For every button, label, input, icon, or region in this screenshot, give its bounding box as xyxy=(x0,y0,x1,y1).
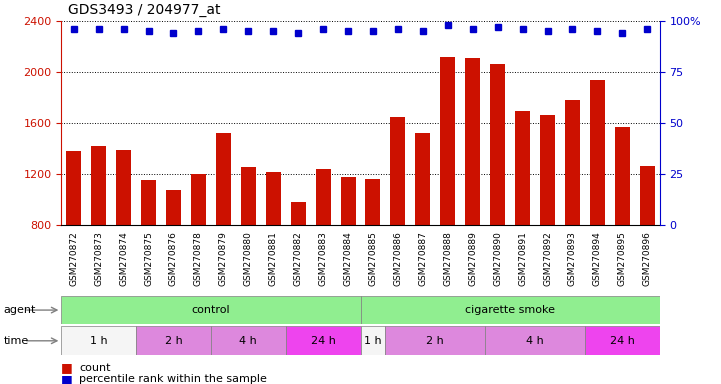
Bar xyxy=(116,150,131,225)
Bar xyxy=(366,179,381,225)
Bar xyxy=(485,326,585,355)
Bar xyxy=(441,57,455,225)
Bar xyxy=(640,166,655,225)
Bar xyxy=(490,65,505,225)
Text: 1 h: 1 h xyxy=(90,336,107,346)
Text: 4 h: 4 h xyxy=(239,336,257,346)
Text: 1 h: 1 h xyxy=(364,336,382,346)
Text: count: count xyxy=(79,363,111,373)
Text: agent: agent xyxy=(4,305,36,315)
Bar xyxy=(61,296,360,324)
Bar xyxy=(515,111,530,225)
Bar xyxy=(166,190,181,225)
Bar xyxy=(241,167,256,225)
Bar xyxy=(291,202,306,225)
Bar xyxy=(615,127,630,225)
Bar xyxy=(565,100,580,225)
Text: 2 h: 2 h xyxy=(164,336,182,346)
Text: 24 h: 24 h xyxy=(311,336,335,346)
Bar xyxy=(391,116,405,225)
Text: 24 h: 24 h xyxy=(610,336,634,346)
Bar xyxy=(141,180,156,225)
Bar xyxy=(91,146,106,225)
Text: time: time xyxy=(4,336,29,346)
Bar xyxy=(316,169,330,225)
Bar xyxy=(415,133,430,225)
Text: percentile rank within the sample: percentile rank within the sample xyxy=(79,374,267,384)
Text: 4 h: 4 h xyxy=(526,336,544,346)
Bar xyxy=(590,79,605,225)
Bar xyxy=(360,296,660,324)
Text: 2 h: 2 h xyxy=(426,336,444,346)
Text: ■: ■ xyxy=(61,361,73,374)
Bar xyxy=(340,177,355,225)
Bar xyxy=(61,326,136,355)
Text: GDS3493 / 204977_at: GDS3493 / 204977_at xyxy=(68,3,221,17)
Bar xyxy=(286,326,360,355)
Bar xyxy=(136,326,211,355)
Bar xyxy=(360,326,386,355)
Bar xyxy=(191,174,206,225)
Bar xyxy=(211,326,286,355)
Bar xyxy=(66,151,81,225)
Bar xyxy=(266,172,280,225)
Text: cigarette smoke: cigarette smoke xyxy=(465,305,555,315)
Bar xyxy=(585,326,660,355)
Bar xyxy=(216,133,231,225)
Text: ■: ■ xyxy=(61,373,73,384)
Bar xyxy=(465,58,480,225)
Text: control: control xyxy=(192,305,230,315)
Bar xyxy=(540,115,555,225)
Bar xyxy=(386,326,485,355)
